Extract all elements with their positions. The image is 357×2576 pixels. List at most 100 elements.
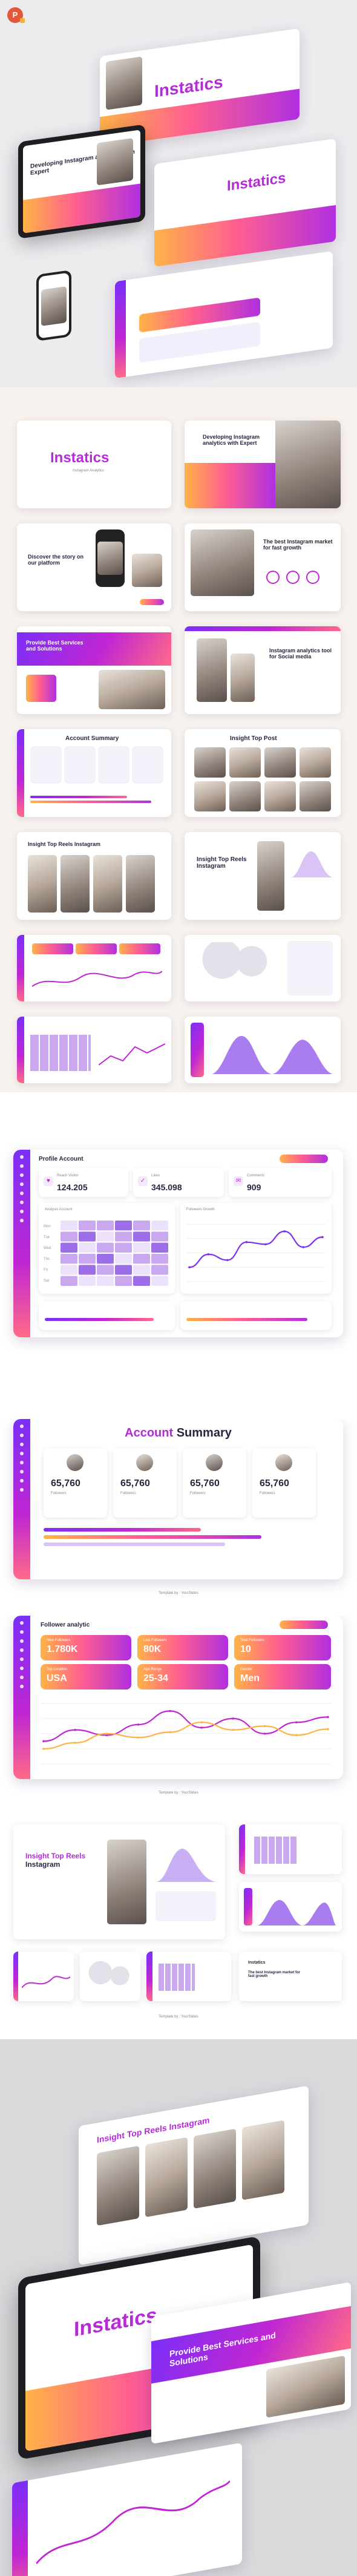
stat-likes-value: 345.098 [151,1182,182,1192]
best-title: The best Instagram market for fast growt… [263,539,333,551]
insight-bottom-4[interactable]: Instatics The best Instagram market for … [239,1952,342,2001]
slide-provide[interactable]: Provide Best Services and Solutions [17,626,171,714]
bottom-bar-right [180,1301,332,1330]
follower-action-pill[interactable] [280,1621,328,1629]
heatmap-cell [133,1221,150,1231]
slide-best-market[interactable]: The best Instagram market for fast growt… [185,523,341,611]
insight-bottom-4-label: Instatics [248,1961,266,1965]
slide-follower-thumb[interactable] [17,935,171,1001]
data-point [245,1240,248,1244]
summary-card-4: 65,760 Followers [252,1448,316,1518]
profile-slide: Profile Account Reach Visitor 124.205 ♥ … [13,1150,343,1337]
heatmap-cell [97,1265,114,1275]
slide-discover[interactable]: Discover the story on our platform [17,523,171,611]
summary-footer: Template by : YourSlides [159,1591,198,1595]
heatmap-cell [133,1276,150,1286]
data-point [42,1740,45,1743]
insight-section: Insight Top Reels Instagram Instatics Th… [0,1821,357,2039]
analytics-tool-title: Instagram analytics tool for Social medi… [269,647,332,660]
tile-label: New Followers [47,1639,71,1642]
account-summary-slide: Account Summary 65,760 Followers 65,760 … [13,1419,343,1579]
insight-top-post-title: Insight Top Post [230,735,277,742]
summary-progress-3 [44,1542,225,1546]
data-point [232,1728,235,1731]
day-label: Thu [44,1257,50,1261]
data-point [200,1721,203,1724]
follower-sidebar[interactable] [13,1616,30,1779]
hero-brand-title: Instatics [154,72,223,101]
summary-card-1: 65,760 Followers [44,1448,107,1518]
insight-side-1[interactable] [239,1824,342,1874]
heatmap-cell [133,1242,150,1253]
data-point [264,1243,267,1246]
insight-bottom-2[interactable] [80,1952,140,2001]
data-point [169,1731,171,1734]
summary-value: 65,760 [120,1478,150,1489]
stat-likes-label: Likes [151,1174,160,1178]
summary-progress-2 [44,1535,261,1539]
data-point [321,1236,324,1239]
day-label: Mon [44,1225,51,1228]
tile-lost-followers: Lost Followers 80K [137,1635,228,1660]
data-point [232,1717,235,1720]
heatmap-cell [61,1276,77,1286]
heatmap-cell [151,1265,168,1275]
slide-account-summary-thumb[interactable]: Account Summary [17,729,171,817]
account-summary-title: Account Summary [13,1426,343,1440]
summary-value: 65,760 [260,1478,289,1489]
data-point [74,1742,77,1744]
insight-bottom-1[interactable] [13,1952,74,2001]
hero-slide-bottom [115,251,333,379]
summary-sidebar[interactable] [13,1419,30,1579]
slide-map[interactable] [185,935,341,1001]
slide-profile-thumb[interactable] [17,1017,171,1083]
insight-side-2[interactable] [239,1882,342,1932]
series-line [189,1230,323,1268]
slide-insight-reels-2[interactable]: Insight Top Reels Instagram [185,832,341,920]
powerpoint-icon [20,18,25,23]
heatmap-cell [79,1231,96,1242]
provide-title: Provide Best Services and Solutions [26,640,84,652]
data-point [226,1259,229,1262]
heatmap-cell [151,1242,168,1253]
summary-value: 65,760 [51,1478,80,1489]
data-point [327,1728,329,1731]
heatmap-cell [133,1254,150,1264]
slide-stats-thumb[interactable] [185,1017,341,1083]
summary-card-3: 65,760 Followers [183,1448,246,1518]
data-point [302,1246,305,1248]
insight-bottom-3[interactable] [146,1952,231,2001]
heatmap-cell [151,1276,168,1286]
data-point [105,1732,108,1735]
slide-developing[interactable]: Developing Instagram analytics with Expe… [185,421,341,508]
summary-label: Followers [190,1492,206,1495]
tile-label: Lost Followers [143,1639,167,1642]
avatar [136,1454,153,1471]
slide-insight-top-post[interactable]: Insight Top Post [185,729,341,817]
slide-cover[interactable]: Instatics Instagram Analytics [17,421,171,508]
follower-footer: Template by : YourSlides [159,1791,198,1795]
slide-analytics-tool[interactable]: Instagram analytics tool for Social medi… [185,626,341,714]
bottom-slide-1-title: Insight Top Reels Instagram [97,2115,210,2145]
tile-value: 80K [143,1644,162,1654]
heatmap-cell [115,1221,132,1231]
followers-growth-label: Followers Growth [186,1208,215,1211]
heatmap-cell [151,1221,168,1231]
stat-card-likes: Likes 345.098 ✓ [133,1168,224,1197]
data-point [42,1748,45,1750]
hero-phone [36,269,71,342]
profile-action-pill[interactable] [280,1155,328,1163]
heatmap-cell [79,1242,96,1253]
tile-value: Men [240,1673,260,1683]
tile-value: 1.780K [47,1644,78,1654]
stat-reach-value: 124.205 [57,1182,88,1192]
followers-growth-chart [186,1224,326,1282]
day-label: Wed [44,1247,51,1250]
comment-icon: ✉ [234,1176,243,1186]
tile-total-followers: Total Followers 10 [234,1635,331,1660]
slide-insight-reels-thumb[interactable]: Insight Top Reels Instagram [17,832,171,920]
profile-sidebar[interactable] [13,1150,30,1337]
avatar [275,1454,292,1471]
avatar [206,1454,223,1471]
bottom-tablet-brand: Instatics [74,2303,157,2342]
